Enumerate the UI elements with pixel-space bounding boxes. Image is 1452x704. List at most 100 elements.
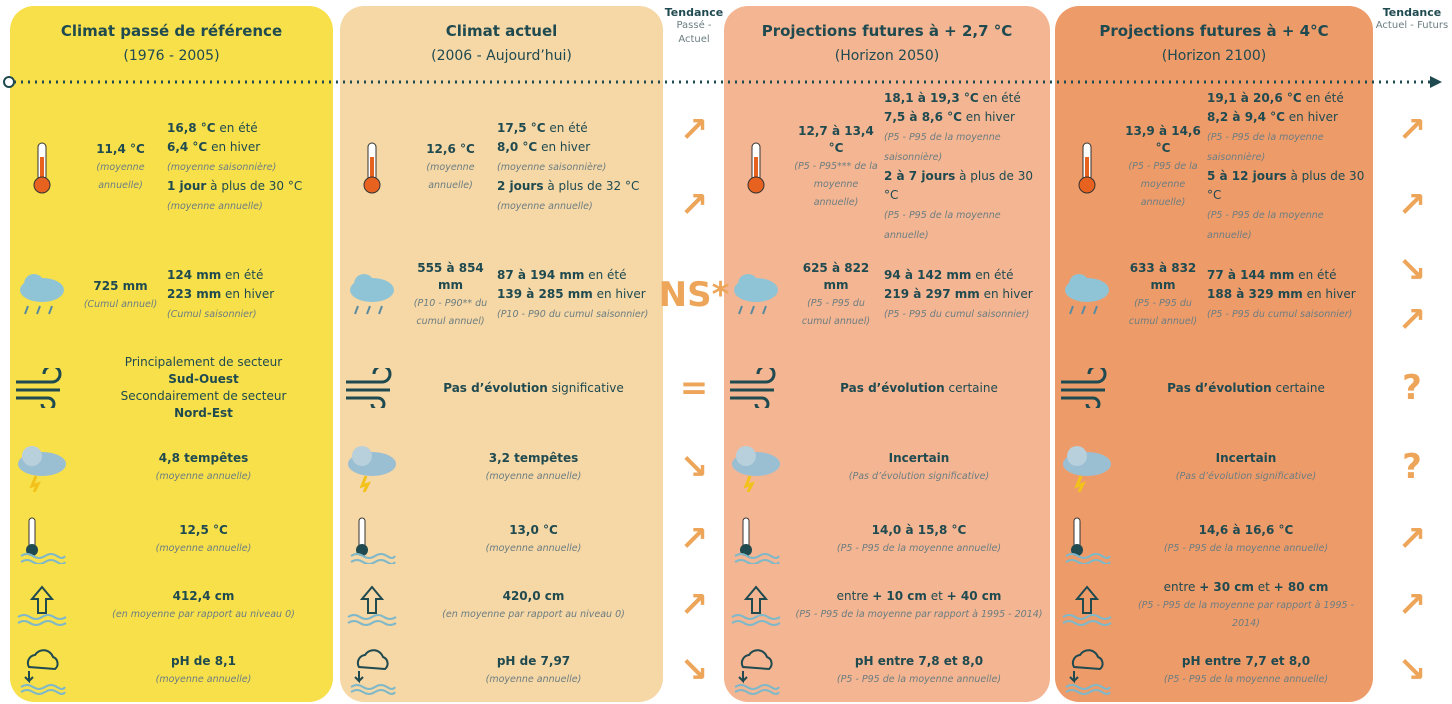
trend-mark: ↘	[1398, 250, 1427, 290]
note: (moyenne annuelle)	[486, 543, 582, 554]
note: (P5 - P95 de la moyenne annuelle)	[1207, 210, 1324, 241]
text-line: 14,0 à 15,8 °C	[792, 522, 1046, 539]
value: 13,0 °C	[509, 523, 558, 537]
icon	[726, 368, 786, 408]
text-line: 725 mm	[78, 278, 163, 295]
indicator-icon	[340, 270, 404, 320]
label: en hiver	[1303, 287, 1356, 301]
indicator-icon	[340, 442, 404, 492]
indicator-cell: Pas d’évolution certaine	[724, 348, 1050, 428]
text-line: (P5 - P95 de la moyenne annuelle)	[792, 670, 1046, 688]
trend-mark: ↗	[1398, 519, 1427, 559]
value: Nord-Est	[174, 406, 233, 420]
text-line: pH entre 7,8 et 8,0	[792, 653, 1046, 670]
note: (P5 - P95 du cumul annuel)	[1129, 298, 1197, 327]
text-line: (P10 - P90 du cumul saisonnier)	[497, 304, 657, 324]
value: + 40 cm	[947, 589, 1002, 603]
column-subtitle: (2006 - Aujourd’hui)	[340, 48, 663, 64]
label: entre	[837, 589, 873, 603]
main-values: pH de 7,97(moyenne annuelle)	[404, 653, 663, 688]
text-line: (P5 - P95 du cumul annuel)	[1123, 294, 1203, 330]
label: entre	[1164, 580, 1200, 594]
indicator-icon	[10, 645, 74, 695]
value: + 10 cm	[872, 589, 927, 603]
column-subtitle: (1976 - 2005)	[10, 48, 333, 64]
text-line: (P5 - P95 de la moyenne par rapport à 19…	[1123, 596, 1369, 632]
text-line: 16,8 °C en été	[167, 119, 327, 138]
trend-mark: ↗	[680, 110, 709, 150]
trend-marks: ↘	[1374, 640, 1450, 700]
main-values: 633 à 832 mm (P5 - P95 du cumul annuel)	[1119, 260, 1207, 330]
trend-marks: ↗	[664, 572, 724, 638]
note: (moyenne annuelle)	[156, 471, 252, 482]
label: en hiver	[980, 287, 1033, 301]
trend-mark: ↘	[680, 447, 709, 487]
indicator-icon	[1055, 645, 1119, 695]
indicator-cell: pH entre 7,7 et 8,0(P5 - P95 de la moyen…	[1055, 640, 1373, 700]
value: 3,2 tempêtes	[489, 451, 579, 465]
indicator-icon	[724, 368, 788, 408]
text-line: 77 à 144 mm en été	[1207, 266, 1367, 285]
main-values: 625 à 822 mm(P5 - P95 du cumul annuel)	[788, 260, 884, 330]
indicator-icon	[724, 442, 788, 492]
icon	[726, 270, 786, 320]
text-line: 188 à 329 mm en hiver	[1207, 285, 1367, 304]
icon	[17, 645, 67, 695]
icon	[1067, 137, 1107, 197]
value: 555 à 854 mm	[417, 261, 484, 292]
column-panel: Projections futures à + 2,7 °C(Horizon 2…	[724, 6, 1050, 702]
indicator-icon	[340, 514, 404, 564]
icon	[731, 645, 781, 695]
value: pH entre 7,8 et 8,0	[855, 654, 983, 668]
text-line: Principalement de secteur	[78, 354, 329, 371]
trend-mark: ↗	[680, 519, 709, 559]
text-line: (P5 - P95 de la moyenne annuelle)	[792, 539, 1046, 557]
value: 12,5 °C	[179, 523, 228, 537]
value: 4,8 tempêtes	[159, 451, 249, 465]
indicator-icon	[340, 583, 404, 627]
text-line: 2 jours à plus de 32 °C	[497, 177, 657, 196]
label: en été	[979, 91, 1021, 105]
indicator-icon	[10, 514, 74, 564]
value: 87 à 194 mm	[497, 268, 584, 282]
value: 94 à 142 mm	[884, 268, 971, 282]
text-line: (moyenne annuelle)	[408, 539, 659, 557]
value: pH entre 7,7 et 8,0	[1182, 654, 1310, 668]
note: (moyenne annuelle)	[486, 471, 582, 482]
text-line: (Pas d’évolution significative)	[1123, 467, 1369, 485]
text-line: Secondairement de secteur	[78, 388, 329, 405]
label: à plus de 30 °C	[206, 179, 302, 193]
value: 2 à 7 jours	[884, 169, 955, 183]
trend-marks: ↘	[664, 428, 724, 506]
value: 16,8 °C	[167, 121, 216, 135]
main-values: 14,6 à 16,6 °C(P5 - P95 de la moyenne an…	[1119, 522, 1373, 557]
note: (P5 - P95 de la moyenne annuelle)	[1128, 161, 1197, 208]
value: 1 jour	[167, 179, 206, 193]
trend-mark: ↗	[1398, 585, 1427, 625]
trend-marks: ↗	[1374, 572, 1450, 638]
label: Principalement de secteur	[125, 355, 282, 369]
value: 139 à 285 mm	[497, 287, 593, 301]
indicator-icon	[10, 583, 74, 627]
column-subtitle: (Horizon 2100)	[1055, 48, 1373, 64]
note: (P5 - P95 de la moyenne annuelle)	[884, 210, 1001, 241]
text-line: 7,5 à 8,6 °C en hiver	[884, 108, 1044, 127]
note: (moyenne annuelle)	[497, 201, 593, 212]
text-line: (P5 - P95 de la moyenne annuelle)	[1123, 539, 1369, 557]
text-line: (moyenne annuelle)	[408, 670, 659, 688]
label: à plus de 32 °C	[544, 179, 640, 193]
indicator-icon	[724, 270, 788, 320]
note: (P5 - P95 de la moyenne annuelle)	[837, 543, 1001, 554]
main-values: Incertain(Pas d’évolution significative)	[1119, 450, 1373, 485]
indicator-cell: 14,6 à 16,6 °C(P5 - P95 de la moyenne an…	[1055, 508, 1373, 570]
label: en hiver	[593, 287, 646, 301]
note: (Pas d’évolution significative)	[1176, 471, 1316, 482]
note: (Pas d’évolution significative)	[849, 471, 989, 482]
text-line: (moyenne annuelle)	[78, 539, 329, 557]
trend-marks: ↗↗	[1374, 92, 1450, 242]
text-line: 12,7 à 13,4 °C	[792, 123, 880, 157]
value: 633 à 832 mm	[1130, 261, 1197, 292]
text-line: 18,1 à 19,3 °C en été	[884, 89, 1044, 108]
